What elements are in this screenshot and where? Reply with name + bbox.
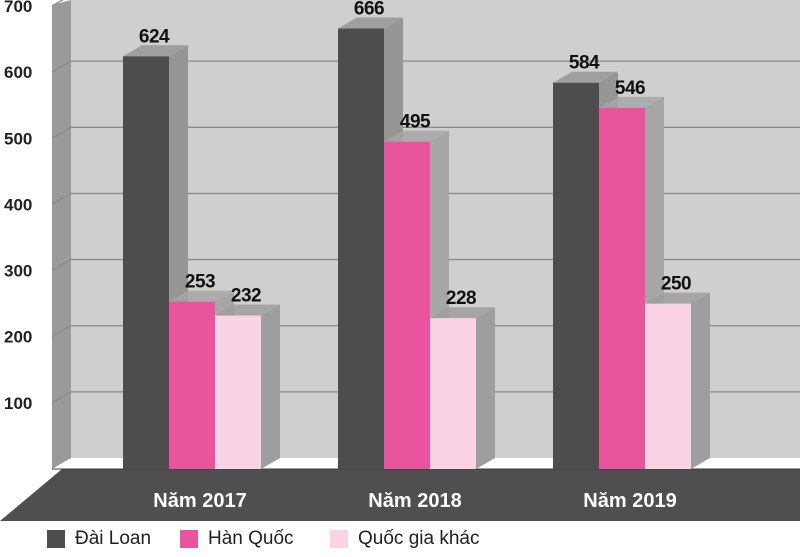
bar-side (261, 304, 280, 469)
y-tick-label: 600 (4, 63, 32, 82)
x-tick-label: Năm 2017 (153, 490, 246, 512)
data-label: 624 (139, 26, 170, 47)
legend-swatch-quoc-gia-khac (330, 530, 348, 548)
legend-label-dai-loan: Đài Loan (75, 528, 152, 549)
bar (123, 56, 169, 469)
legend-swatch-dai-loan (47, 530, 65, 548)
bar-side (691, 292, 710, 469)
bar (645, 303, 691, 469)
data-label: 232 (231, 286, 261, 307)
gridline (51, 60, 800, 73)
data-label: 250 (661, 274, 691, 295)
bar-top (553, 71, 618, 83)
chart-side-wall (52, 0, 71, 469)
x-tick-label: Năm 2019 (583, 490, 676, 512)
bar (215, 315, 261, 469)
y-tick-label: 200 (4, 328, 32, 347)
data-label: 495 (400, 112, 431, 133)
legend-item-dai-loan: Đài Loan (47, 528, 151, 550)
bar-side (476, 307, 495, 469)
data-label: 666 (354, 0, 384, 20)
bar (553, 82, 599, 469)
chart-floor (0, 469, 800, 521)
bar (338, 28, 384, 470)
bar (169, 301, 215, 469)
legend: Đài Loan Hàn Quốc Quốc gia khác (0, 522, 800, 557)
y-tick-label: 500 (4, 129, 32, 148)
bar (384, 141, 430, 469)
data-label: 253 (185, 272, 215, 293)
data-label: 584 (569, 53, 600, 74)
bar-top (123, 45, 188, 57)
bar-top (338, 17, 403, 29)
legend-item-han-quoc: Hàn Quốc (180, 528, 294, 550)
data-label: 546 (615, 78, 645, 99)
bar-top (169, 290, 234, 302)
data-label: 228 (446, 288, 476, 309)
bar-top (599, 96, 664, 108)
bar-top (215, 304, 280, 316)
y-tick-label: 700 (4, 0, 32, 16)
y-tick-label: 400 (4, 195, 32, 214)
legend-item-quoc-gia-khac: Quốc gia khác (330, 528, 479, 550)
legend-label-han-quoc: Hàn Quốc (208, 528, 294, 549)
bar-top (384, 130, 449, 142)
x-tick-label: Năm 2018 (368, 490, 461, 512)
legend-swatch-han-quoc (180, 530, 198, 548)
y-tick-label: 300 (4, 262, 32, 281)
bar-top (430, 307, 495, 319)
bar (430, 318, 476, 469)
bar (599, 107, 645, 469)
legend-label-quoc-gia-khac: Quốc gia khác (358, 528, 480, 549)
y-tick-label: 100 (4, 394, 32, 413)
gridline (51, 0, 64, 7)
bar-top (645, 292, 710, 304)
